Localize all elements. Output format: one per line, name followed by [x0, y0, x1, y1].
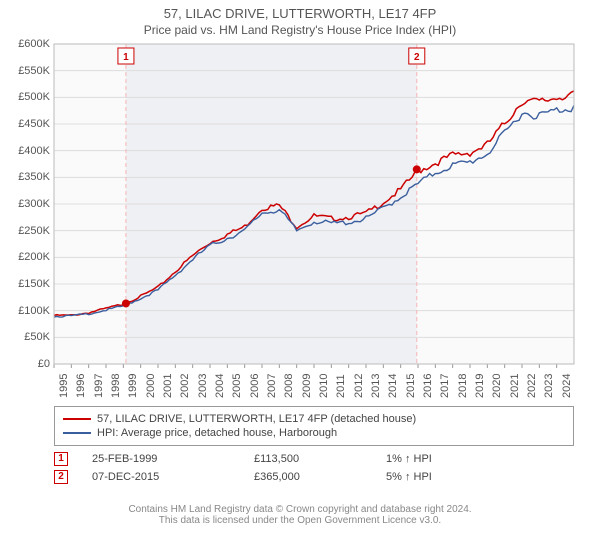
chart-container: 57, LILAC DRIVE, LUTTERWORTH, LE17 4FP P…	[0, 0, 600, 560]
x-tick-label: 1999	[127, 374, 139, 398]
x-tick-label: 2011	[335, 374, 347, 398]
legend-swatch-hpi	[63, 432, 91, 434]
x-tick-label: 1997	[93, 374, 105, 398]
x-tick-label: 2009	[301, 374, 313, 398]
transaction-date: 25-FEB-1999	[92, 453, 222, 465]
legend-item-hpi: HPI: Average price, detached house, Harb…	[63, 427, 565, 439]
legend-item-property: 57, LILAC DRIVE, LUTTERWORTH, LE17 4FP (…	[63, 413, 565, 425]
x-tick-label: 2002	[179, 374, 191, 398]
y-tick-label: £400K	[4, 145, 50, 157]
x-tick-label: 2010	[318, 374, 330, 398]
x-tick-label: 1995	[58, 374, 70, 398]
x-tick-label: 1996	[75, 374, 87, 398]
x-tick-label: 2021	[509, 374, 521, 398]
transaction-delta: 5% ↑ HPI	[386, 471, 432, 483]
x-tick-label: 2013	[370, 374, 382, 398]
transaction-row: 2 07-DEC-2015 £365,000 5% ↑ HPI	[54, 470, 464, 484]
legend-label-property: 57, LILAC DRIVE, LUTTERWORTH, LE17 4FP (…	[97, 413, 416, 425]
x-tick-label: 2008	[283, 374, 295, 398]
x-tick-label: 2005	[231, 374, 243, 398]
x-tick-label: 2001	[162, 374, 174, 398]
x-tick-label: 2003	[197, 374, 209, 398]
transaction-row: 1 25-FEB-1999 £113,500 1% ↑ HPI	[54, 452, 464, 466]
y-tick-label: £450K	[4, 118, 50, 130]
x-tick-label: 2004	[214, 374, 226, 398]
legend-swatch-property	[63, 418, 91, 420]
y-tick-label: £300K	[4, 198, 50, 210]
x-tick-label: 2006	[249, 374, 261, 398]
x-tick-label: 2014	[387, 374, 399, 398]
transaction-price: £113,500	[254, 453, 354, 465]
transaction-date: 07-DEC-2015	[92, 471, 222, 483]
x-tick-label: 2000	[145, 374, 157, 398]
y-tick-label: £150K	[4, 278, 50, 290]
footer-line1: Contains HM Land Registry data © Crown c…	[0, 504, 600, 515]
transactions-table: 1 25-FEB-1999 £113,500 1% ↑ HPI 2 07-DEC-2015…	[54, 448, 464, 488]
footer-line2: This data is licensed under the Open Gov…	[0, 515, 600, 526]
y-tick-label: £50K	[4, 331, 50, 343]
x-tick-label: 2019	[474, 374, 486, 398]
x-tick-label: 2007	[266, 374, 278, 398]
x-tick-label: 2020	[491, 374, 503, 398]
y-tick-label: £250K	[4, 225, 50, 237]
legend: 57, LILAC DRIVE, LUTTERWORTH, LE17 4FP (…	[54, 406, 574, 446]
x-tick-label: 2015	[405, 374, 417, 398]
x-tick-label: 2018	[457, 374, 469, 398]
y-tick-label: £550K	[4, 65, 50, 77]
svg-text:2: 2	[414, 52, 420, 63]
transaction-delta: 1% ↑ HPI	[386, 453, 432, 465]
svg-text:1: 1	[123, 52, 129, 63]
y-tick-label: £600K	[4, 38, 50, 50]
y-tick-label: £100K	[4, 305, 50, 317]
transaction-marker: 2	[54, 470, 68, 484]
x-tick-label: 2017	[439, 374, 451, 398]
y-tick-label: £0	[4, 358, 50, 370]
y-tick-label: £500K	[4, 91, 50, 103]
footer: Contains HM Land Registry data © Crown c…	[0, 504, 600, 526]
x-tick-label: 1998	[110, 374, 122, 398]
x-tick-label: 2022	[526, 374, 538, 398]
transaction-marker: 1	[54, 452, 68, 466]
transaction-price: £365,000	[254, 471, 354, 483]
x-tick-label: 2024	[561, 374, 573, 398]
x-tick-label: 2012	[353, 374, 365, 398]
legend-label-hpi: HPI: Average price, detached house, Harb…	[97, 427, 337, 439]
y-tick-label: £200K	[4, 251, 50, 263]
x-tick-label: 2016	[422, 374, 434, 398]
x-tick-label: 2023	[543, 374, 555, 398]
y-tick-label: £350K	[4, 171, 50, 183]
